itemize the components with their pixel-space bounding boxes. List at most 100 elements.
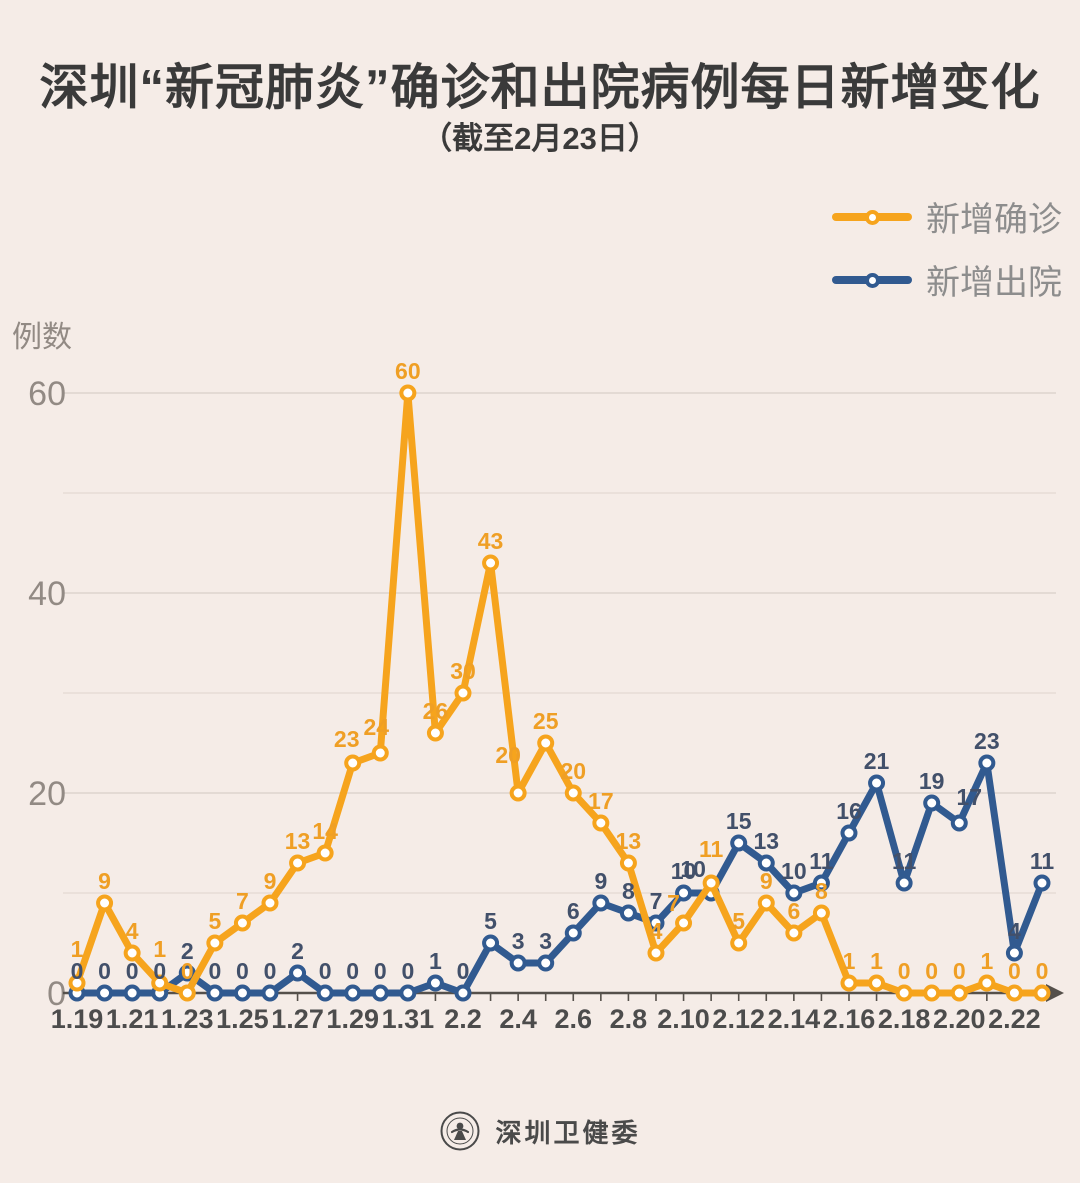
data-point (950, 984, 968, 1002)
data-point (592, 814, 610, 832)
data-point-label: 21 (864, 748, 890, 774)
data-point (233, 984, 251, 1002)
y-tick-label: 40 (28, 575, 66, 613)
data-point-label: 0 (181, 958, 194, 984)
data-point-label: 17 (588, 788, 614, 814)
footer-brand: 深圳卫健委 (0, 1110, 1080, 1152)
discharged-line-swatch (832, 272, 912, 288)
data-point (261, 894, 279, 912)
data-point-label: 0 (374, 958, 387, 984)
data-point (647, 944, 665, 962)
data-point (206, 934, 224, 952)
data-point (371, 984, 389, 1002)
data-point-label: 0 (126, 958, 139, 984)
data-point-label: 43 (478, 528, 504, 554)
y-axis-title: 例数 (12, 321, 72, 354)
data-point-label: 11 (1030, 848, 1055, 874)
data-point (289, 854, 307, 872)
data-point (675, 914, 693, 932)
data-point-label: 11 (809, 848, 834, 874)
data-point-label: 13 (285, 828, 311, 854)
data-point (619, 904, 637, 922)
data-point-label: 23 (334, 726, 360, 752)
data-point (454, 684, 472, 702)
data-point-label: 1 (71, 936, 84, 962)
data-point-label: 3 (539, 928, 552, 954)
data-point-label: 3 (512, 928, 525, 954)
data-point (426, 974, 444, 992)
data-point-label: 2 (291, 938, 304, 964)
data-point-label: 8 (622, 878, 635, 904)
data-point (482, 934, 500, 952)
y-tick-label: 60 (28, 375, 66, 413)
data-point-label: 24 (363, 714, 389, 740)
data-point-label: 0 (925, 958, 938, 984)
data-point (482, 554, 500, 572)
data-point (978, 974, 996, 992)
x-tick-label: 1.19 (51, 1004, 104, 1034)
x-tick-label: 2.14 (768, 1004, 821, 1034)
data-point-label: 9 (594, 868, 607, 894)
data-point-label: 16 (836, 798, 862, 824)
data-point-label: 4 (650, 918, 663, 944)
x-tick-label: 2.2 (444, 1004, 482, 1034)
data-point-label: 26 (423, 698, 449, 724)
data-point (509, 784, 527, 802)
data-point-label: 4 (126, 918, 139, 944)
data-point (895, 874, 913, 892)
data-point (785, 884, 803, 902)
footer-brand-text: 深圳卫健委 (495, 1117, 641, 1148)
x-tick-label: 2.4 (499, 1004, 537, 1034)
data-point-label: 1 (153, 936, 166, 962)
data-point (233, 914, 251, 932)
data-point-label: 1 (843, 948, 856, 974)
data-point-label: 7 (650, 888, 663, 914)
data-point (178, 964, 196, 982)
data-point-label: 15 (726, 808, 752, 834)
data-point (675, 884, 693, 902)
data-point-label: 0 (898, 958, 911, 984)
data-point-label: 9 (98, 868, 111, 894)
page-title: 深圳“新冠肺炎”确诊和出院病例每日新增变化 (39, 61, 1041, 115)
data-point (564, 924, 582, 942)
x-tick-label: 2.16 (823, 1004, 876, 1034)
data-point-label: 10 (671, 858, 697, 884)
x-tick-label: 2.10 (657, 1004, 710, 1034)
discharged-dot-icon (865, 272, 880, 288)
data-point (840, 974, 858, 992)
data-point-label: 20 (495, 742, 521, 768)
data-point-label: 0 (71, 958, 84, 984)
data-point (895, 984, 913, 1002)
x-tick-label: 2.8 (610, 1004, 648, 1034)
data-point-label: 0 (208, 958, 221, 984)
data-point (978, 754, 996, 772)
data-point (923, 984, 941, 1002)
data-point (178, 984, 196, 1002)
x-tick-label: 1.21 (106, 1004, 159, 1034)
data-point (509, 954, 527, 972)
x-tick-label: 2.6 (555, 1004, 593, 1034)
confirmed-line-swatch (832, 209, 912, 225)
data-point-label: 23 (974, 728, 1000, 754)
data-point (868, 974, 886, 992)
data-point-label: 7 (236, 888, 249, 914)
data-point (261, 984, 279, 1002)
data-point (1005, 944, 1023, 962)
data-point-label: 1 (980, 948, 993, 974)
data-point (868, 774, 886, 792)
x-tick-label: 2.20 (933, 1004, 986, 1034)
data-point (619, 854, 637, 872)
data-point-label: 5 (208, 908, 221, 934)
data-point-label: 1 (429, 948, 442, 974)
data-point (399, 384, 417, 402)
data-point-label: 0 (319, 958, 332, 984)
data-point (950, 814, 968, 832)
data-point (757, 854, 775, 872)
data-point (1005, 984, 1023, 1002)
data-point (564, 784, 582, 802)
data-point-label: 0 (98, 958, 111, 984)
data-point (454, 984, 472, 1002)
legend-item-confirmed: 新增确诊 (832, 192, 1062, 241)
x-tick-label: 1.27 (271, 1004, 324, 1034)
